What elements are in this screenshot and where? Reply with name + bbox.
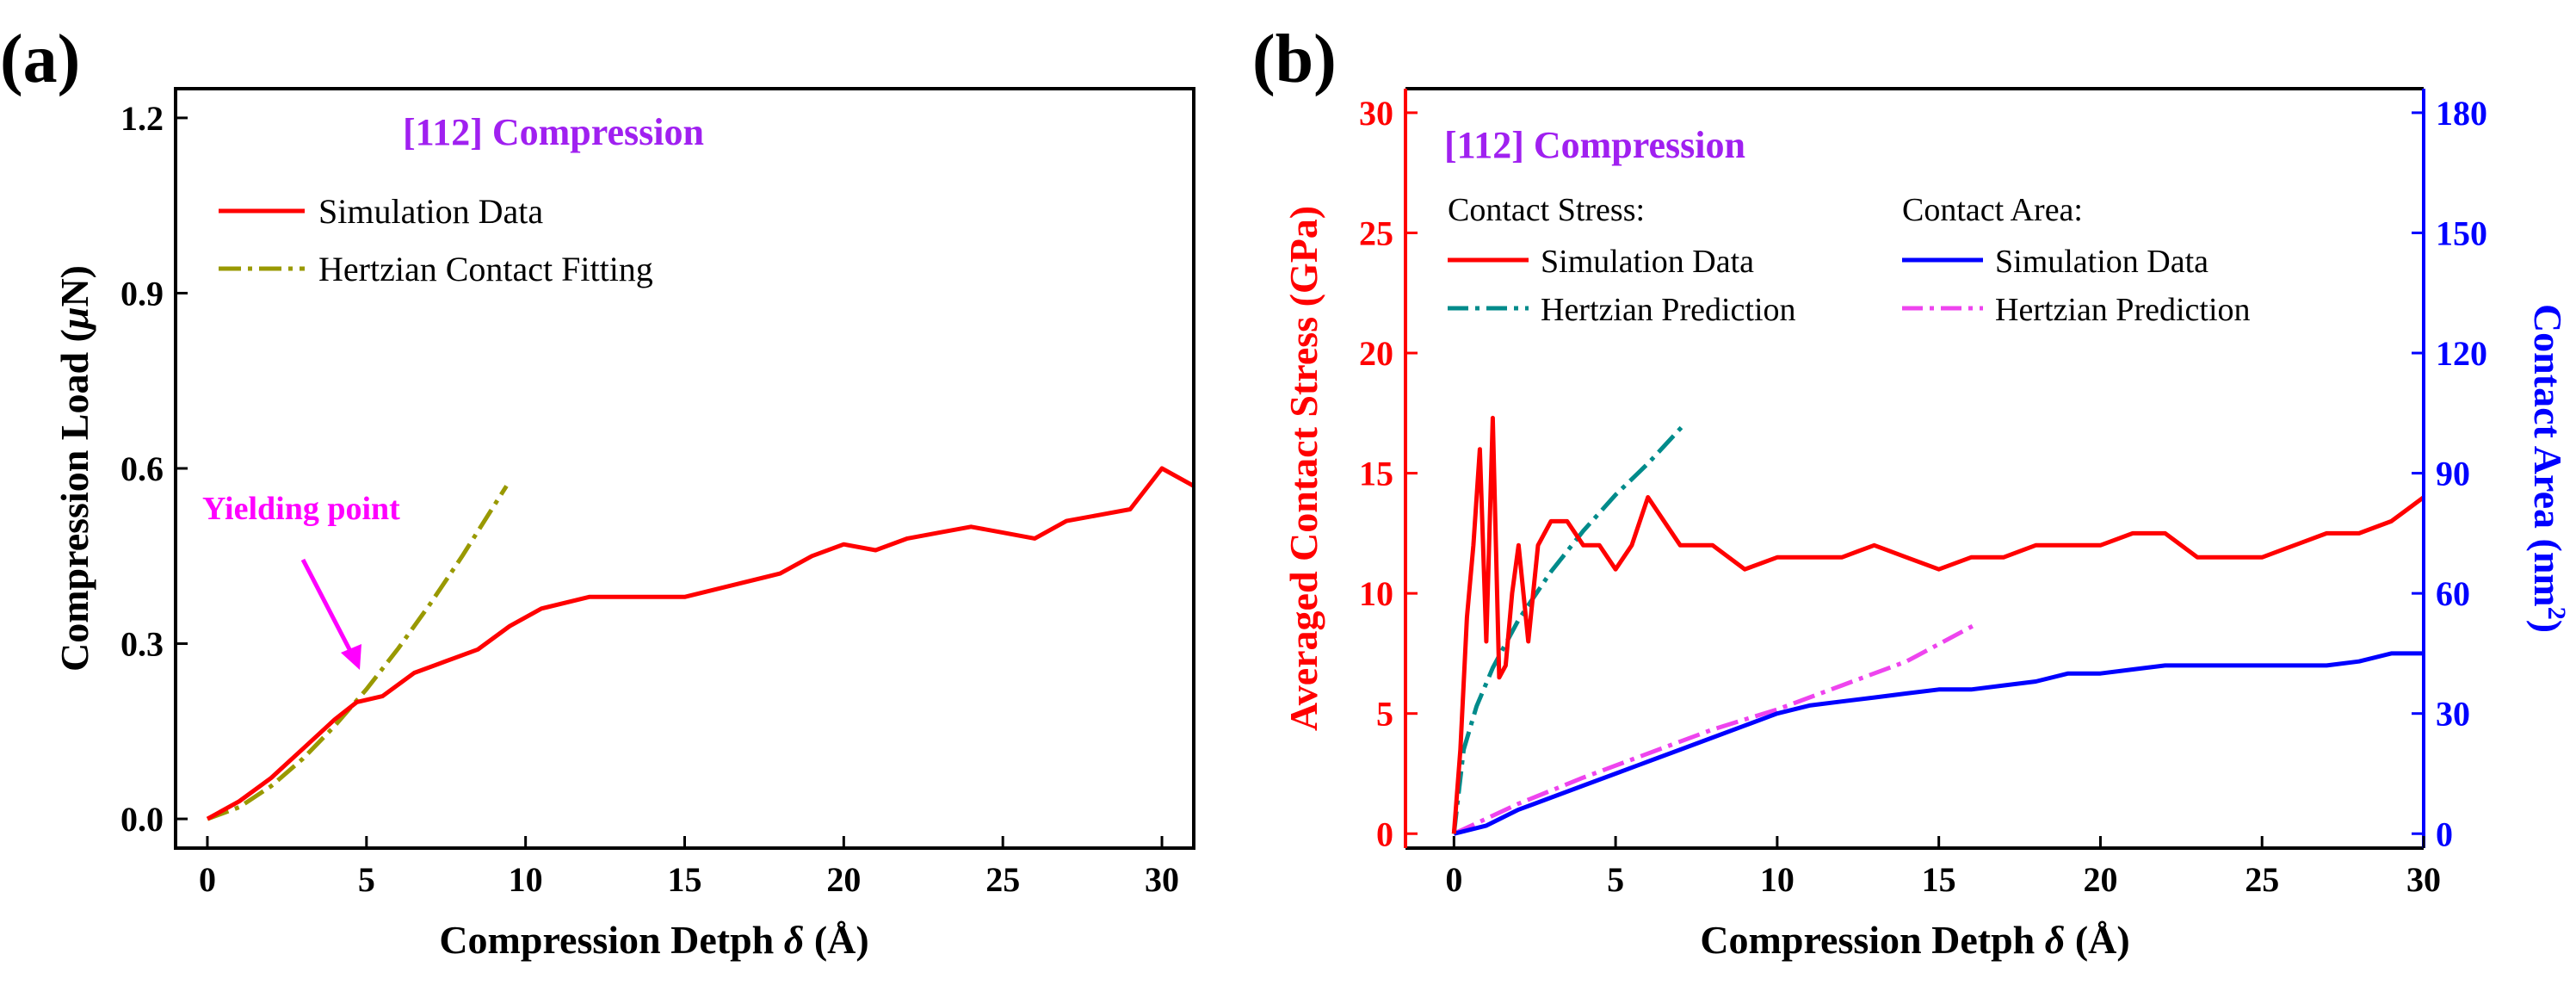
legend-group-area: Contact Area: <box>1902 192 2083 228</box>
panel-a-title: [112] Compression <box>403 111 704 153</box>
x-tick-label: 10 <box>1760 860 1795 899</box>
right-y-tick-label: 30 <box>2436 695 2470 734</box>
y-tick-label: 0.0 <box>120 800 164 839</box>
panel-a: (a) 0 5 10 15 20 25 30 0.0 0.3 0.6 0.9 1.2 [112] Co… <box>0 22 1195 962</box>
right-y-tick-label: 0 <box>2436 815 2453 853</box>
left-y-tick-label: 25 <box>1359 214 1393 252</box>
legend-label-area-simulation: Simulation Data <box>1995 244 2208 280</box>
x-tick-label: 25 <box>985 860 1020 899</box>
y-tick-label: 1.2 <box>120 99 164 138</box>
y-tick-label: 0.9 <box>120 274 164 313</box>
right-y-tick-label: 120 <box>2436 334 2487 373</box>
x-tick-label: 30 <box>2406 860 2441 899</box>
panel-b-right-y-axis-label: Contact Area (nm2) <box>2526 304 2572 633</box>
right-y-tick-label: 150 <box>2436 214 2487 252</box>
panel-a-label: (a) <box>0 22 80 97</box>
x-tick-label: 15 <box>668 860 702 899</box>
yielding-point-arrowhead <box>341 644 361 670</box>
panel-b-legend: Contact Stress: Contact Area: Simulation… <box>1448 192 2251 328</box>
x-tick-label: 0 <box>199 860 216 899</box>
x-tick-label: 5 <box>358 860 375 899</box>
left-y-tick-label: 0 <box>1376 815 1393 853</box>
panel-b-x-axis-label: Compression Detph δ (Å) <box>1700 918 2129 962</box>
area-simulation-line <box>1453 651 2424 836</box>
panel-a-x-axis-label: Compression Detph δ (Å) <box>439 918 868 962</box>
panel-a-data-layer <box>206 466 1195 821</box>
left-y-tick-label: 15 <box>1359 455 1393 493</box>
stress-simulation-line <box>1451 415 2425 834</box>
x-tick-label: 0 <box>1445 860 1462 899</box>
y-tick-label: 0.6 <box>120 449 164 488</box>
area-hertzian-line <box>1453 621 1979 836</box>
legend-group-stress: Contact Stress: <box>1448 192 1645 228</box>
panel-b-ticks: 0 5 10 15 20 25 30 0 5 10 15 20 25 30 0 30 60 90 120 150 180 <box>1359 94 2487 899</box>
yielding-point-annotation: Yielding point <box>202 491 400 527</box>
right-y-tick-label: 90 <box>2436 455 2470 493</box>
panel-b-label: (b) <box>1252 22 1337 97</box>
right-y-tick-label: 60 <box>2436 574 2470 613</box>
panel-b-data-layer <box>1451 415 2425 836</box>
panel-b-title: [112] Compression <box>1444 124 1745 166</box>
x-tick-label: 5 <box>1607 860 1624 899</box>
x-tick-label: 25 <box>2245 860 2279 899</box>
right-y-tick-label: 180 <box>2436 94 2487 133</box>
y-tick-label: 0.3 <box>120 625 164 664</box>
left-y-tick-label: 10 <box>1359 574 1393 613</box>
left-y-tick-label: 5 <box>1376 695 1393 734</box>
legend-label-hertzian: Hertzian Contact Fitting <box>318 250 653 288</box>
legend-label-stress-simulation: Simulation Data <box>1541 244 1754 280</box>
x-tick-label: 10 <box>509 860 543 899</box>
simulation-data-line <box>206 466 1195 821</box>
x-tick-label: 15 <box>1922 860 1956 899</box>
panel-a-legend: Simulation Data Hertzian Contact Fitting <box>219 192 653 288</box>
yielding-point-arrow <box>300 558 354 654</box>
x-tick-label: 20 <box>826 860 861 899</box>
legend-label-simulation: Simulation Data <box>318 192 543 231</box>
x-tick-label: 30 <box>1145 860 1179 899</box>
panel-b-left-y-axis-label: Averaged Contact Stress (GPa) <box>1282 206 1325 731</box>
legend-label-area-hertzian: Hertzian Prediction <box>1995 292 2251 328</box>
left-y-tick-label: 20 <box>1359 334 1393 373</box>
left-y-tick-label: 30 <box>1359 94 1393 133</box>
panel-a-y-axis-label: Compression Load (μN) <box>53 265 96 672</box>
legend-label-stress-hertzian: Hertzian Prediction <box>1541 292 1796 328</box>
x-tick-label: 20 <box>2083 860 2117 899</box>
panel-b: (b) 0 5 10 15 20 25 30 0 5 10 15 20 25 30 0 30 60 90 120 15… <box>1252 22 2572 962</box>
panel-a-ticks: 0 5 10 15 20 25 30 0.0 0.3 0.6 0.9 1.2 <box>120 99 1179 899</box>
